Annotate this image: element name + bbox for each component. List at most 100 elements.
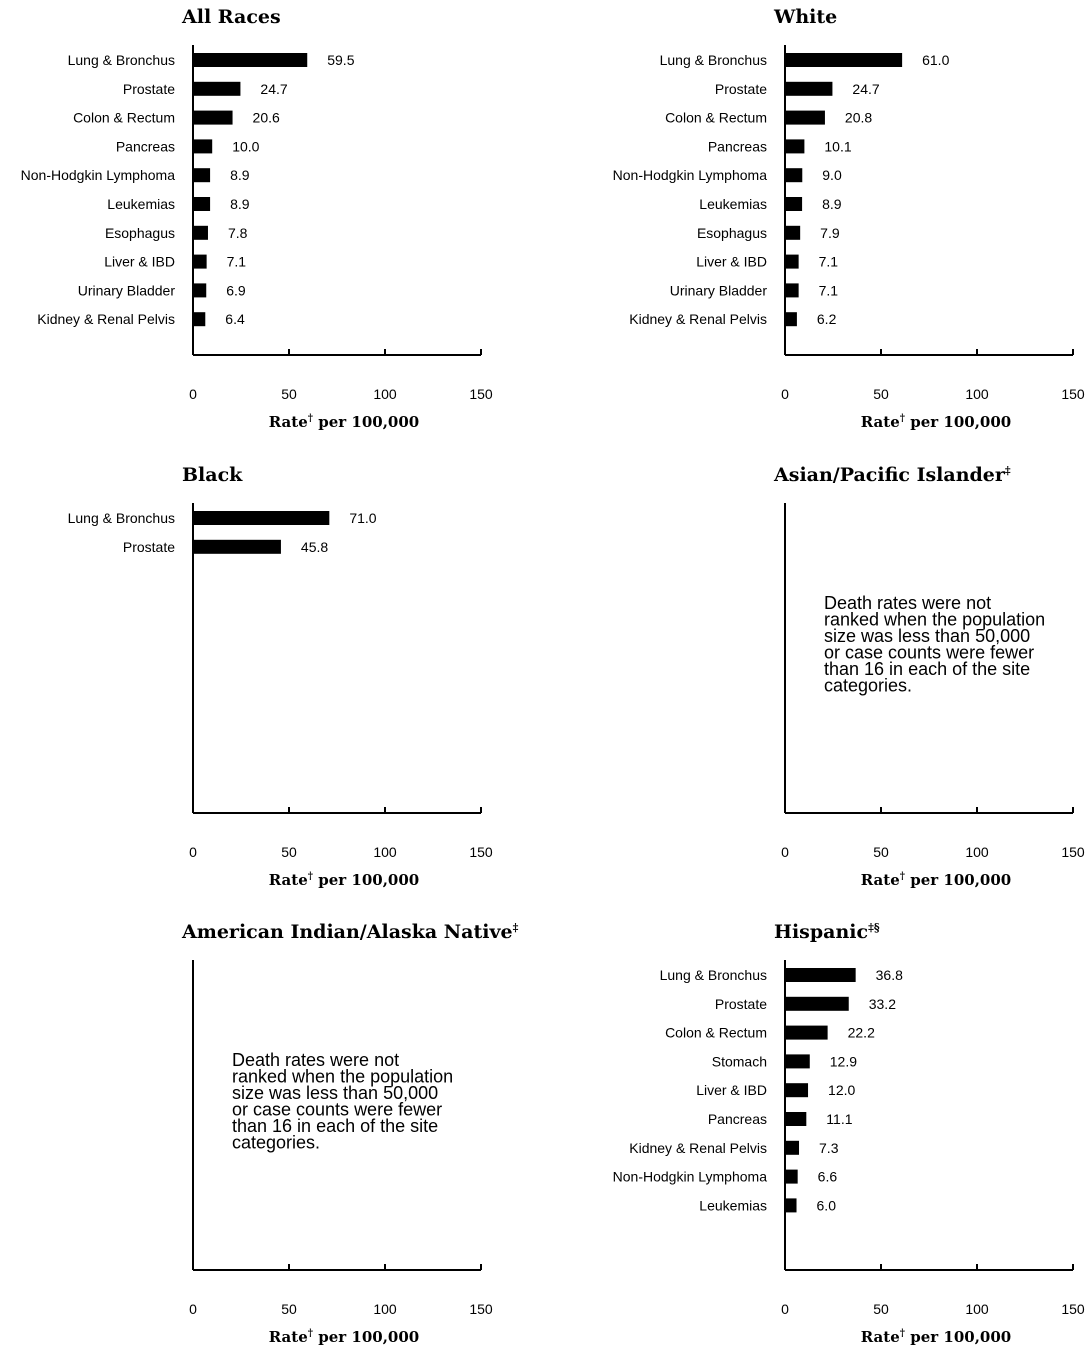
- x-tick-label: 150: [1061, 1301, 1085, 1317]
- x-tick-label: 100: [965, 1301, 989, 1317]
- x-tick-label: 100: [373, 386, 397, 402]
- panel-title: American Indian/Alaska Native‡: [181, 921, 519, 943]
- category-label: Colon & Rectum: [73, 110, 175, 126]
- bar: [785, 1169, 798, 1184]
- panel-title: Asian/Pacific Islander‡: [773, 464, 1011, 486]
- note-line: categories.: [824, 676, 912, 696]
- title-footnote-mark: ‡§: [868, 921, 880, 934]
- x-tick-label: 150: [469, 1301, 493, 1317]
- bar: [193, 139, 213, 154]
- category-label: Prostate: [715, 81, 767, 97]
- value-label: 36.8: [876, 967, 903, 983]
- x-tick-label: 150: [469, 386, 493, 402]
- x-tick-label: 50: [873, 1301, 889, 1317]
- note-line: Death rates were not: [232, 1050, 399, 1070]
- panel-4: American Indian/Alaska Native‡ 0 50 100 150 R…: [181, 921, 519, 1346]
- x-tick-label: 150: [1061, 386, 1085, 402]
- value-label: 6.2: [817, 311, 837, 327]
- bar: [785, 197, 803, 211]
- note-line: size was less than 50,000: [232, 1083, 438, 1103]
- note-line: or case counts were fewer: [824, 643, 1034, 663]
- bar: [785, 996, 849, 1011]
- bar: [193, 283, 207, 298]
- x-tick-label: 0: [781, 386, 789, 402]
- bar: [785, 1025, 828, 1040]
- category-label: Liver & IBD: [104, 254, 175, 270]
- bar: [785, 312, 797, 327]
- category-label: Liver & IBD: [696, 1082, 767, 1098]
- value-label: 24.7: [852, 81, 879, 97]
- value-label: 20.8: [845, 110, 872, 126]
- value-label: 10.1: [824, 138, 851, 154]
- x-tick-label: 50: [873, 386, 889, 402]
- category-label: Pancreas: [708, 1111, 767, 1127]
- value-label: 22.2: [848, 1025, 875, 1041]
- value-label: 6.6: [818, 1169, 838, 1185]
- bar: [193, 197, 211, 211]
- value-label: 20.6: [253, 110, 280, 126]
- category-label: Leukemias: [699, 1197, 767, 1213]
- bar: [193, 312, 206, 327]
- category-label: Leukemias: [107, 196, 175, 212]
- x-axis-label: Rate† per 100,000: [269, 871, 419, 889]
- category-label: Lung & Bronchus: [660, 967, 767, 983]
- x-tick-label: 50: [281, 844, 297, 860]
- x-label-footnote-mark: †: [308, 871, 313, 882]
- bar: [193, 110, 233, 125]
- x-tick-label: 150: [469, 844, 493, 860]
- note-line: Death rates were not: [824, 593, 991, 613]
- value-label: 7.9: [820, 225, 840, 241]
- x-tick-label: 0: [189, 844, 197, 860]
- panel-title: Hispanic‡§: [774, 921, 880, 943]
- value-label: 9.0: [822, 167, 842, 183]
- x-tick-label: 100: [373, 844, 397, 860]
- bar: [193, 539, 281, 554]
- category-label: Colon & Rectum: [665, 1025, 767, 1041]
- bar: [785, 225, 801, 240]
- x-tick-label: 0: [189, 386, 197, 402]
- category-label: Non-Hodgkin Lymphoma: [21, 167, 176, 183]
- value-label: 8.9: [230, 196, 250, 212]
- x-tick-label: 100: [965, 386, 989, 402]
- x-tick-label: 0: [781, 844, 789, 860]
- x-label-footnote-mark: †: [900, 1328, 905, 1339]
- value-label: 7.3: [819, 1140, 839, 1156]
- x-tick-label: 150: [1061, 844, 1085, 860]
- bar: [193, 254, 207, 269]
- category-label: Kidney & Renal Pelvis: [37, 311, 175, 327]
- value-label: 59.5: [327, 52, 354, 68]
- category-label: Esophagus: [697, 225, 767, 241]
- bar: [193, 225, 208, 240]
- x-axis-label: Rate† per 100,000: [269, 1328, 419, 1346]
- value-label: 12.9: [830, 1053, 857, 1069]
- bar: [193, 168, 211, 183]
- category-label: Non-Hodgkin Lymphoma: [613, 1169, 768, 1185]
- note-line: size was less than 50,000: [824, 626, 1030, 646]
- value-label: 7.1: [819, 282, 839, 298]
- bar: [785, 968, 856, 982]
- title-footnote-mark: ‡: [1005, 464, 1011, 477]
- value-label: 6.4: [225, 311, 245, 327]
- category-label: Esophagus: [105, 225, 175, 241]
- bar: [785, 1112, 807, 1126]
- category-label: Leukemias: [699, 196, 767, 212]
- x-tick-label: 0: [189, 1301, 197, 1317]
- x-tick-label: 50: [281, 1301, 297, 1317]
- panel-title: Black: [182, 464, 243, 486]
- value-label: 12.0: [828, 1082, 855, 1098]
- category-label: Prostate: [123, 81, 175, 97]
- category-label: Colon & Rectum: [665, 110, 767, 126]
- value-label: 6.9: [226, 282, 246, 298]
- category-label: Prostate: [123, 539, 175, 555]
- category-label: Urinary Bladder: [78, 282, 176, 298]
- x-label-footnote-mark: †: [308, 413, 313, 424]
- value-label: 8.9: [230, 167, 250, 183]
- value-label: 71.0: [349, 510, 376, 526]
- bar: [785, 1198, 797, 1213]
- value-label: 45.8: [301, 539, 328, 555]
- value-label: 24.7: [260, 81, 287, 97]
- x-tick-label: 100: [373, 1301, 397, 1317]
- bar: [785, 53, 903, 67]
- x-axis-label: Rate† per 100,000: [861, 871, 1011, 889]
